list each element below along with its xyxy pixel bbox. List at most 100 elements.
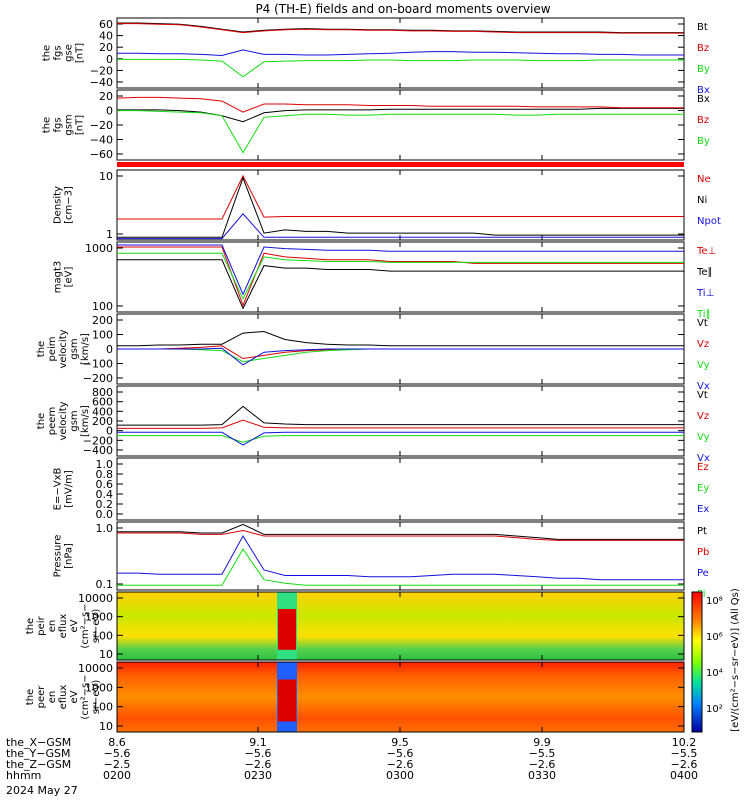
series-Pt <box>117 523 684 540</box>
axis-row-value: 9.1 <box>249 736 267 749</box>
status-stripe <box>117 162 684 167</box>
legend-Bz: Bz <box>697 115 709 126</box>
y-label-line: eV <box>69 690 80 703</box>
y-tick-label: 0.1 <box>96 578 114 591</box>
legend-Vx: Vx <box>697 453 710 464</box>
y-axis-label: magt3 [eV] <box>53 261 75 294</box>
y-label-line: gsm <box>69 338 80 359</box>
axis-row-value: −2.6 <box>245 758 272 771</box>
y-label-line: the <box>42 45 53 61</box>
y-label-line: the <box>25 689 36 705</box>
y-label-line: Pressure <box>53 535 64 578</box>
y-tick-label: 1000 <box>85 242 113 255</box>
series-Te⊥ <box>117 246 684 307</box>
legend-Ti⊥: Ti⊥ <box>696 288 714 299</box>
y-label-line: [nT] <box>75 115 86 135</box>
series-Pb <box>117 529 684 541</box>
legend-Bx: Bx <box>697 85 710 96</box>
panel-peim: 200 1000 −100−200 the peim velocity gsm [km/s] V… <box>36 313 710 392</box>
panel-density: 10 1 Density [cm−3] Ne Ni Npot <box>53 169 721 241</box>
y-axis-label: Density [cm−3] <box>53 186 75 224</box>
colorbar-tick: 10⁸ <box>706 596 723 607</box>
series-Ni <box>117 176 684 238</box>
series-Pe <box>117 535 684 581</box>
y-tick-label: 600 <box>92 396 113 409</box>
y-tick-label: −200 <box>83 434 113 447</box>
y-label-line: fgs <box>53 45 64 60</box>
y-tick-label: −40 <box>90 76 113 89</box>
panel-efield: 1.00.80.60.40.20.0 E=−VxB [mV/m] Ez Ey Ex <box>53 457 709 521</box>
y-tick-label: 10 <box>99 648 113 661</box>
legend-Pt: Pt <box>697 526 707 537</box>
injection-core <box>278 679 296 722</box>
y-tick-label: 0.0 <box>96 508 114 521</box>
legend-By: By <box>697 136 710 147</box>
axis-row-value: −5.6 <box>387 747 414 760</box>
y-label-line: magt3 <box>53 261 64 294</box>
y-label-line: en <box>47 620 58 633</box>
y-tick-label: 0.2 <box>96 498 114 511</box>
y-axis-label: the peem velocity gsm [km/s] <box>36 401 91 440</box>
spectrogram <box>117 662 684 732</box>
y-label-line: peer <box>36 685 47 709</box>
axis-row-value: 0200 <box>103 769 131 782</box>
series-By <box>117 58 684 78</box>
y-label-line: gsm <box>64 114 75 135</box>
series-Bt <box>117 22 684 34</box>
series-Vy <box>117 348 684 363</box>
y-label-line: sr−eV) <box>91 680 102 715</box>
y-tick-label: −200 <box>83 372 113 385</box>
legend-Bz: Bz <box>697 43 709 54</box>
axis-row-value: −2.5 <box>104 758 131 771</box>
colorbar-tick: 10⁶ <box>706 632 723 643</box>
y-tick-label: 0.8 <box>96 468 114 481</box>
y-tick-label: −20 <box>90 119 113 132</box>
colorbar-gradient <box>691 591 703 733</box>
axis-row-value: −5.5 <box>671 747 698 760</box>
plot-title: P4 (TH-E) fields and on-board moments ov… <box>255 2 550 16</box>
y-label-line: peem <box>47 407 58 435</box>
legend-Vy: Vy <box>697 432 710 443</box>
y-label-line: [nPa] <box>64 543 75 569</box>
y-axis-label: Pressure [nPa] <box>53 535 75 578</box>
y-tick-label: 0 <box>106 105 113 118</box>
panel-frame <box>116 385 685 457</box>
y-tick-label: 800 <box>92 386 113 399</box>
y-label-line: peir <box>36 615 47 635</box>
legend-By: By <box>697 64 710 75</box>
legend-Vx: Vx <box>697 381 710 392</box>
y-tick-label: 100 <box>92 629 113 642</box>
legend-Ti∥: Ti∥ <box>696 309 711 320</box>
y-label-line: sr−eV) <box>91 609 102 644</box>
y-tick-label: 200 <box>92 415 113 428</box>
axis-row-value: 0300 <box>386 769 414 782</box>
y-tick-label: −100 <box>83 358 113 371</box>
y-tick-label: 20 <box>99 41 113 54</box>
series-Bz <box>117 23 684 34</box>
y-label-line: gse <box>64 44 75 62</box>
legend-Bt: Bt <box>697 22 708 33</box>
series-Te∥ <box>117 259 684 310</box>
y-label-line: en <box>47 691 58 704</box>
legend-Vz: Vz <box>697 339 709 350</box>
axis-row-value: 0400 <box>670 769 698 782</box>
series-Pi <box>117 548 684 586</box>
y-label-line: [km/s] <box>80 333 91 365</box>
series-Vz <box>117 419 684 429</box>
y-axis-label: the fgs gsm [nT] <box>42 114 86 135</box>
legend-Ex: Ex <box>697 504 709 515</box>
y-axis-label: E=−VxB [mV/m] <box>53 468 75 511</box>
axis-row-label: the_Z−GSM <box>6 758 71 771</box>
axis-row-value: −2.6 <box>387 758 414 771</box>
series-Vz <box>117 345 684 360</box>
y-tick-label: 10 <box>99 170 113 183</box>
y-tick-label: 40 <box>99 30 113 43</box>
axis-row-label: the_X−GSM <box>6 736 71 749</box>
series-Vt <box>117 405 684 426</box>
legend-Bx: Bx <box>697 94 710 105</box>
y-label-line: the <box>25 618 36 634</box>
axis-row-value: −5.5 <box>529 747 556 760</box>
y-label-line: Density <box>53 186 64 224</box>
